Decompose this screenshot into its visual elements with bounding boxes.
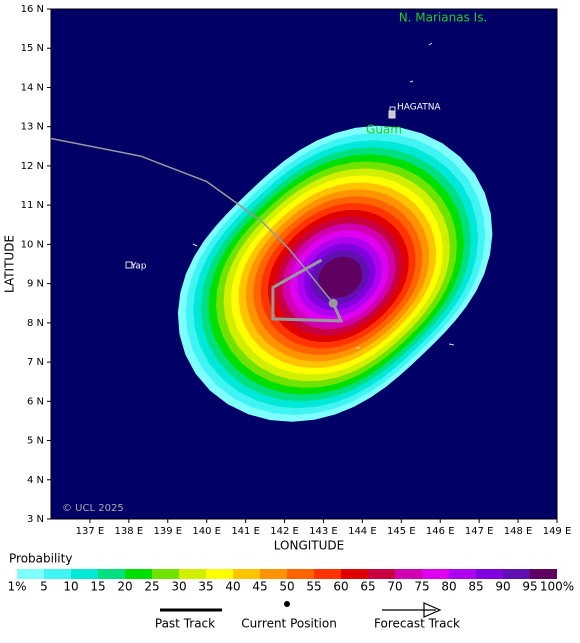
colorbar-box <box>233 569 260 579</box>
y-tick-label: 13 N <box>21 122 44 133</box>
place-label: HAGATNA <box>397 103 441 113</box>
y-axis-title: LATITUDE <box>3 235 17 293</box>
x-tick-label: 145 E <box>387 526 416 537</box>
past-track <box>50 137 334 304</box>
x-tick-label: 143 E <box>309 526 338 537</box>
colorbar-label: 85 <box>468 580 483 594</box>
x-axis-title: LONGITUDE <box>274 539 344 553</box>
legend-title: Probability <box>9 552 72 566</box>
plot-frame <box>50 8 558 520</box>
y-tick-label: 15 N <box>21 43 44 54</box>
y-tick-label: 6 N <box>27 396 44 407</box>
x-tick-label: 146 E <box>426 526 455 537</box>
colorbar-label: 65 <box>360 580 375 594</box>
forecast-track <box>271 258 344 323</box>
colorbar-box <box>44 569 71 579</box>
colorbar-label: 60 <box>333 580 348 594</box>
colorbar-label: 55 <box>306 580 321 594</box>
colorbar-box <box>98 569 125 579</box>
colorbar-box <box>368 569 395 579</box>
colorbar-box <box>449 569 476 579</box>
colorbar-box <box>17 569 44 579</box>
x-tick-label: 147 E <box>465 526 494 537</box>
legend-item: Current Position <box>241 617 337 631</box>
x-tick-label: 138 E <box>115 526 144 537</box>
x-tick-label: 148 E <box>504 526 533 537</box>
colorbar-label: 50 <box>279 580 294 594</box>
place-label: N. Marianas Is. <box>399 11 488 25</box>
colorbar-box <box>314 569 341 579</box>
colorbar-box <box>530 569 557 579</box>
colorbar-label: 35 <box>198 580 213 594</box>
forecast-track-symbol <box>382 602 442 618</box>
colorbar-box <box>179 569 206 579</box>
islands <box>125 42 455 349</box>
colorbar-label: 25 <box>144 580 159 594</box>
colorbar-label: 100% <box>540 580 574 594</box>
colorbar-label: 30 <box>171 580 186 594</box>
y-tick-label: 3 N <box>27 514 44 525</box>
x-tick-label: 144 E <box>348 526 377 537</box>
current-position-symbol <box>284 601 290 607</box>
legend-item: Past Track <box>155 617 215 631</box>
colorbar-label: 5 <box>40 580 48 594</box>
colorbar-label: 45 <box>252 580 267 594</box>
place-label: Yap <box>130 262 147 272</box>
colorbar-label: 15 <box>90 580 105 594</box>
x-tick-label: 139 E <box>153 526 182 537</box>
colorbar-label: 80 <box>441 580 456 594</box>
axes: 137 E 138 E 139 E 140 E 141 E 142 E 143 E 144 E… <box>21 4 572 537</box>
colorbar-box <box>395 569 422 579</box>
copyright: © UCL 2025 <box>62 503 124 514</box>
colorbar-box <box>125 569 152 579</box>
place-label: Guam <box>366 123 402 137</box>
y-tick-label: 5 N <box>27 436 44 447</box>
colorbar-box <box>206 569 233 579</box>
contour <box>318 256 363 298</box>
x-tick-label: 142 E <box>270 526 299 537</box>
colorbar-box <box>341 569 368 579</box>
colorbar-box <box>422 569 449 579</box>
colorbar-label: 20 <box>117 580 132 594</box>
colorbar-label: 90 <box>495 580 510 594</box>
colorbar-box <box>260 569 287 579</box>
colorbar: 1% 5 10 15 20 25 30 35 40 45 50 55 60 65 70 75 80 85 90 95 1… <box>7 569 574 594</box>
x-tick-label: 141 E <box>231 526 260 537</box>
colorbar-box <box>71 569 98 579</box>
x-tick-label: 149 E <box>543 526 572 537</box>
probability-contours <box>177 125 493 422</box>
colorbar-label: 95 <box>522 580 537 594</box>
y-tick-label: 12 N <box>21 161 44 172</box>
colorbar-box <box>503 569 530 579</box>
colorbar-box <box>152 569 179 579</box>
y-tick-label: 7 N <box>27 357 44 368</box>
colorbar-box <box>476 569 503 579</box>
y-tick-label: 16 N <box>21 4 44 15</box>
colorbar-label: 75 <box>414 580 429 594</box>
y-tick-label: 10 N <box>21 239 44 250</box>
colorbar-label: 70 <box>387 580 402 594</box>
y-tick-label: 8 N <box>27 318 44 329</box>
colorbar-box <box>287 569 314 579</box>
current-position <box>328 298 338 308</box>
colorbar-label: 1% <box>7 580 26 594</box>
y-tick-label: 14 N <box>21 82 44 93</box>
y-tick-label: 11 N <box>21 200 44 211</box>
x-tick-label: 137 E <box>76 526 105 537</box>
x-tick-label: 140 E <box>192 526 221 537</box>
colorbar-label: 10 <box>63 580 78 594</box>
y-tick-label: 9 N <box>27 279 44 290</box>
legend-item: Forecast Track <box>374 617 460 631</box>
y-tick-label: 4 N <box>27 475 44 486</box>
colorbar-label: 40 <box>225 580 240 594</box>
